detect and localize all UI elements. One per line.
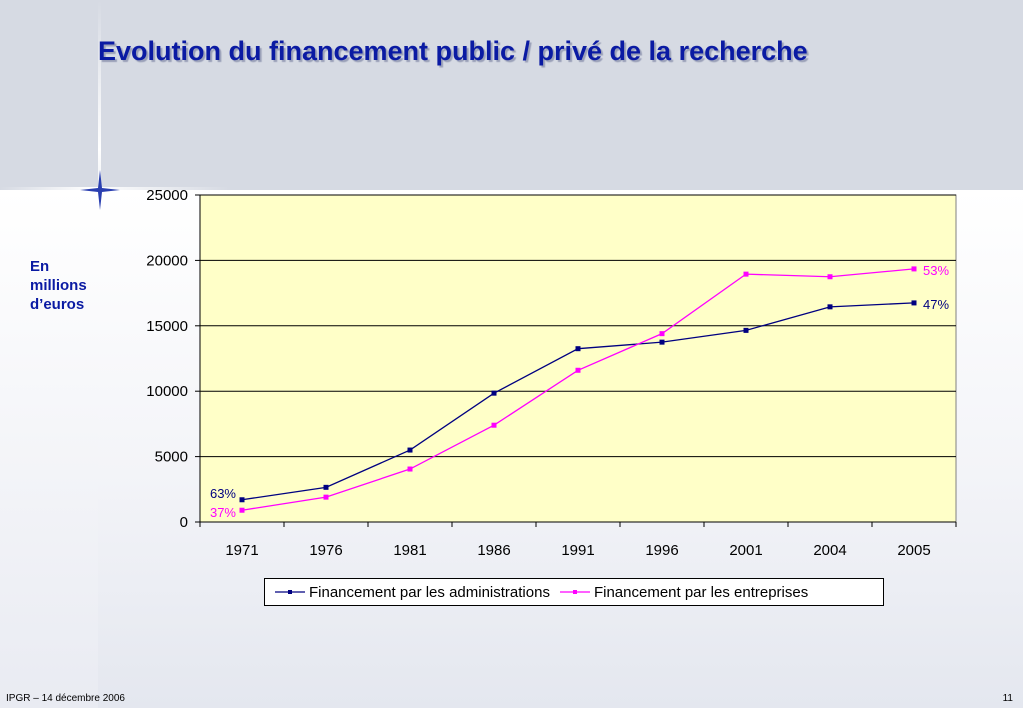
decorative-vertical-line — [98, 0, 101, 250]
x-tick-label: 2004 — [813, 542, 846, 559]
data-point — [575, 346, 581, 352]
x-tick-label: 2005 — [897, 542, 930, 559]
data-point — [827, 304, 833, 310]
y-tick-label: 25000 — [146, 187, 188, 204]
data-point — [407, 447, 413, 453]
chart-legend: Financement par les administrations Fina… — [264, 578, 884, 606]
left-band — [0, 190, 98, 708]
legend-swatch-admin — [275, 590, 305, 594]
data-point — [407, 466, 413, 472]
x-tick-label: 1976 — [309, 542, 342, 559]
legend-item-admin: Financement par les administrations — [275, 584, 550, 601]
data-point — [659, 331, 665, 337]
data-point — [743, 271, 749, 277]
plot-area — [199, 194, 957, 523]
legend-label-entreprises: Financement par les entreprises — [593, 583, 809, 601]
x-tick-label: 1981 — [393, 542, 426, 559]
data-point — [911, 266, 917, 272]
data-point — [491, 390, 497, 396]
data-point — [575, 367, 581, 373]
star-cross-icon — [80, 170, 120, 210]
data-label-end-entreprises: 53% — [923, 263, 949, 278]
x-tick-label: 1996 — [645, 542, 678, 559]
x-tick-label: 1991 — [561, 542, 594, 559]
data-label-start-admin: 63% — [210, 486, 236, 501]
legend-swatch-entreprises — [559, 590, 590, 594]
page-number: 11 — [1002, 693, 1013, 704]
header-band — [0, 0, 1023, 190]
footer-date: IPGR – 14 décembre 2006 — [6, 693, 125, 704]
decorative-horizontal-line — [0, 187, 230, 190]
x-tick-label: 2001 — [729, 542, 762, 559]
data-point — [239, 497, 245, 503]
y-tick-label: 0 — [180, 514, 188, 531]
y-tick-label: 10000 — [146, 383, 188, 400]
x-tick-label: 1986 — [477, 542, 510, 559]
data-point — [743, 327, 749, 333]
data-label-start-entreprises: 37% — [210, 505, 236, 520]
data-point — [239, 507, 245, 513]
legend-label-admin: Financement par les administrations — [309, 583, 550, 601]
legend-item-entreprises: Financement par les entreprises — [559, 583, 809, 601]
y-tick-label: 20000 — [146, 252, 188, 269]
y-tick-label: 5000 — [155, 449, 188, 466]
y-unit-label: En millions d’euros — [30, 258, 87, 313]
data-point — [659, 339, 665, 345]
data-point — [323, 484, 329, 490]
y-tick-label: 15000 — [146, 318, 188, 335]
data-point — [911, 300, 917, 306]
data-point — [323, 494, 329, 500]
x-tick-label: 1971 — [225, 542, 258, 559]
data-point — [827, 274, 833, 280]
slide-title: Evolution du financement public / privé … — [98, 36, 808, 66]
data-label-end-admin: 47% — [923, 297, 949, 312]
data-point — [491, 422, 497, 428]
